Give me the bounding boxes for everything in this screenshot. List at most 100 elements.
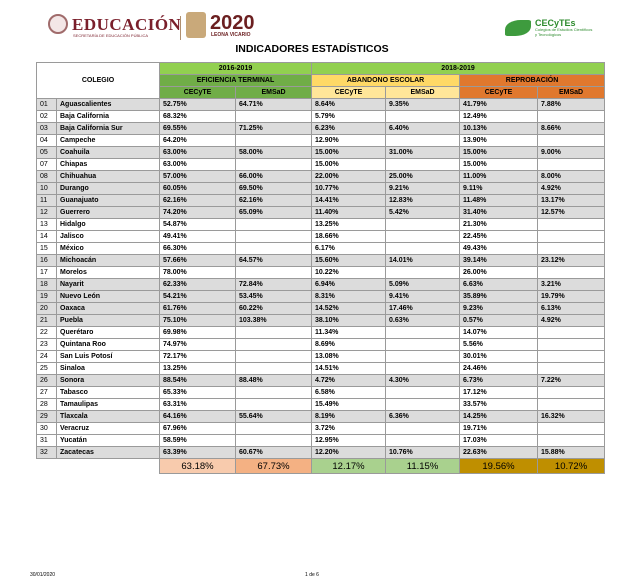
table-row: 18 Nayarit 62.33% 72.84% 6.94% 5.09% 6.63% 3.21… xyxy=(36,278,606,291)
value-cell: 12.49% xyxy=(459,110,539,123)
value-cell xyxy=(385,350,461,363)
row-number: 08 xyxy=(36,170,57,183)
value-cell: 13.08% xyxy=(311,350,387,363)
value-cell: 78.00% xyxy=(159,266,236,279)
value-cell: 63.00% xyxy=(159,158,236,171)
value-cell: 19.71% xyxy=(459,422,539,435)
group-header-eficiencia: EFICIENCIA TERMINAL xyxy=(158,74,313,87)
value-cell: 9.11% xyxy=(459,182,539,195)
value-cell: 58.00% xyxy=(234,146,313,159)
year-logo-text: 2020 xyxy=(210,12,255,34)
colegio-name: Baja California Sur xyxy=(56,122,160,135)
colegio-name: Oaxaca xyxy=(56,302,160,315)
value-cell: 22.45% xyxy=(459,230,539,243)
value-cell: 88.48% xyxy=(234,374,313,387)
cecytes-logo-subtext: Colegios de Estudios Científicos y Tecno… xyxy=(535,27,593,37)
row-number: 28 xyxy=(36,398,57,411)
row-number: 17 xyxy=(36,266,57,279)
table-row: 13 Hidalgo 54.87% 13.25% 21.30% xyxy=(36,218,606,231)
colegio-name: Nayarit xyxy=(56,278,160,291)
value-cell xyxy=(385,110,461,123)
table-row: 30 Veracruz 67.96% 3.72% 19.71% xyxy=(36,422,606,435)
table-row: 15 México 66.30% 6.17% 49.43% xyxy=(36,242,606,255)
total-eficiencia-cecyte: 63.18% xyxy=(159,458,236,474)
value-cell xyxy=(234,134,313,147)
value-cell xyxy=(234,434,313,447)
value-cell: 10.77% xyxy=(311,182,387,195)
colegio-name: Guerrero xyxy=(56,206,160,219)
colegio-name: Jalisco xyxy=(56,230,160,243)
value-cell xyxy=(385,218,461,231)
colegio-name: Nuevo León xyxy=(56,290,160,303)
value-cell: 8.19% xyxy=(311,410,387,423)
table-row: 04 Campeche 64.20% 12.90% 13.90% xyxy=(36,134,606,147)
value-cell: 15.00% xyxy=(311,158,387,171)
colegio-name: Guanajuato xyxy=(56,194,160,207)
value-cell xyxy=(385,134,461,147)
table-row: 12 Guerrero 74.20% 65.09% 11.40% 5.42% 31.40% 1… xyxy=(36,206,606,219)
value-cell xyxy=(537,218,606,231)
cecytes-logo-text: CECyTEs xyxy=(535,18,576,28)
cecytes-leaf-icon xyxy=(505,20,531,36)
value-cell: 15.49% xyxy=(311,398,387,411)
year-2020-logo: 2020 LEONA VICARIO xyxy=(186,12,276,42)
value-cell: 6.73% xyxy=(459,374,539,387)
footer-date: 30/01/2020 xyxy=(30,572,56,578)
row-number: 05 xyxy=(36,146,57,159)
table-row: 29 Tlaxcala 64.16% 55.64% 8.19% 6.36% 14.25% 16… xyxy=(36,410,606,423)
value-cell: 6.94% xyxy=(311,278,387,291)
value-cell: 4.92% xyxy=(537,182,606,195)
subheader-reprobacion-cecyte: CECyTE xyxy=(459,86,539,99)
value-cell: 30.01% xyxy=(459,350,539,363)
value-cell xyxy=(234,338,313,351)
table-row: 24 San Luis Potosí 72.17% 13.08% 30.01% xyxy=(36,350,606,363)
value-cell: 39.14% xyxy=(459,254,539,267)
value-cell: 25.00% xyxy=(385,170,461,183)
table-row: 25 Sinaloa 13.25% 14.51% 24.46% xyxy=(36,362,606,375)
national-seal-icon xyxy=(48,14,68,34)
value-cell: 12.95% xyxy=(311,434,387,447)
table-row: 08 Chihuahua 57.00% 66.00% 22.00% 25.00% 11.00… xyxy=(36,170,606,183)
value-cell xyxy=(537,386,606,399)
value-cell: 54.87% xyxy=(159,218,236,231)
value-cell: 88.54% xyxy=(159,374,236,387)
value-cell: 6.63% xyxy=(459,278,539,291)
indicators-table: COLEGIO 2016-2019 2018-2019 EFICIENCIA T… xyxy=(36,62,606,474)
value-cell: 12.57% xyxy=(537,206,606,219)
value-cell: 17.03% xyxy=(459,434,539,447)
value-cell: 5.09% xyxy=(385,278,461,291)
total-eficiencia-emsad: 67.73% xyxy=(234,458,313,474)
table-row: 31 Yucatán 58.59% 12.95% 17.03% xyxy=(36,434,606,447)
colegio-name: Tlaxcala xyxy=(56,410,160,423)
value-cell xyxy=(537,110,606,123)
colegio-name: Querétaro xyxy=(56,326,160,339)
subheader-eficiencia-emsad: EMSaD xyxy=(234,86,313,99)
table-row: 26 Sonora 88.54% 88.48% 4.72% 4.30% 6.73% 7.22% xyxy=(36,374,606,387)
colegio-name: Zacatecas xyxy=(56,446,160,459)
value-cell: 15.88% xyxy=(537,446,606,459)
value-cell: 53.45% xyxy=(234,290,313,303)
table-row: 16 Michoacán 57.66% 64.57% 15.60% 14.01% 39.14… xyxy=(36,254,606,267)
value-cell: 7.88% xyxy=(537,98,606,111)
value-cell: 62.16% xyxy=(159,194,236,207)
value-cell: 63.39% xyxy=(159,446,236,459)
table-row: 17 Morelos 78.00% 10.22% 26.00% xyxy=(36,266,606,279)
table-row: 28 Tamaulipas 63.31% 15.49% 33.57% xyxy=(36,398,606,411)
value-cell: 64.16% xyxy=(159,410,236,423)
value-cell: 10.76% xyxy=(385,446,461,459)
table-row: 32 Zacatecas 63.39% 60.67% 12.20% 10.76% 22.63… xyxy=(36,446,606,459)
table-row: 14 Jalisco 49.41% 18.66% 22.45% xyxy=(36,230,606,243)
value-cell: 15.00% xyxy=(459,158,539,171)
value-cell: 62.33% xyxy=(159,278,236,291)
value-cell xyxy=(234,158,313,171)
value-cell: 6.23% xyxy=(311,122,387,135)
value-cell: 103.38% xyxy=(234,314,313,327)
logo-separator xyxy=(180,16,181,40)
value-cell: 38.10% xyxy=(311,314,387,327)
colegio-name: Campeche xyxy=(56,134,160,147)
value-cell xyxy=(537,434,606,447)
value-cell: 62.16% xyxy=(234,194,313,207)
total-reprobacion-emsad: 10.72% xyxy=(537,458,606,474)
value-cell: 60.05% xyxy=(159,182,236,195)
table-row: 02 Baja California 68.32% 5.79% 12.49% xyxy=(36,110,606,123)
